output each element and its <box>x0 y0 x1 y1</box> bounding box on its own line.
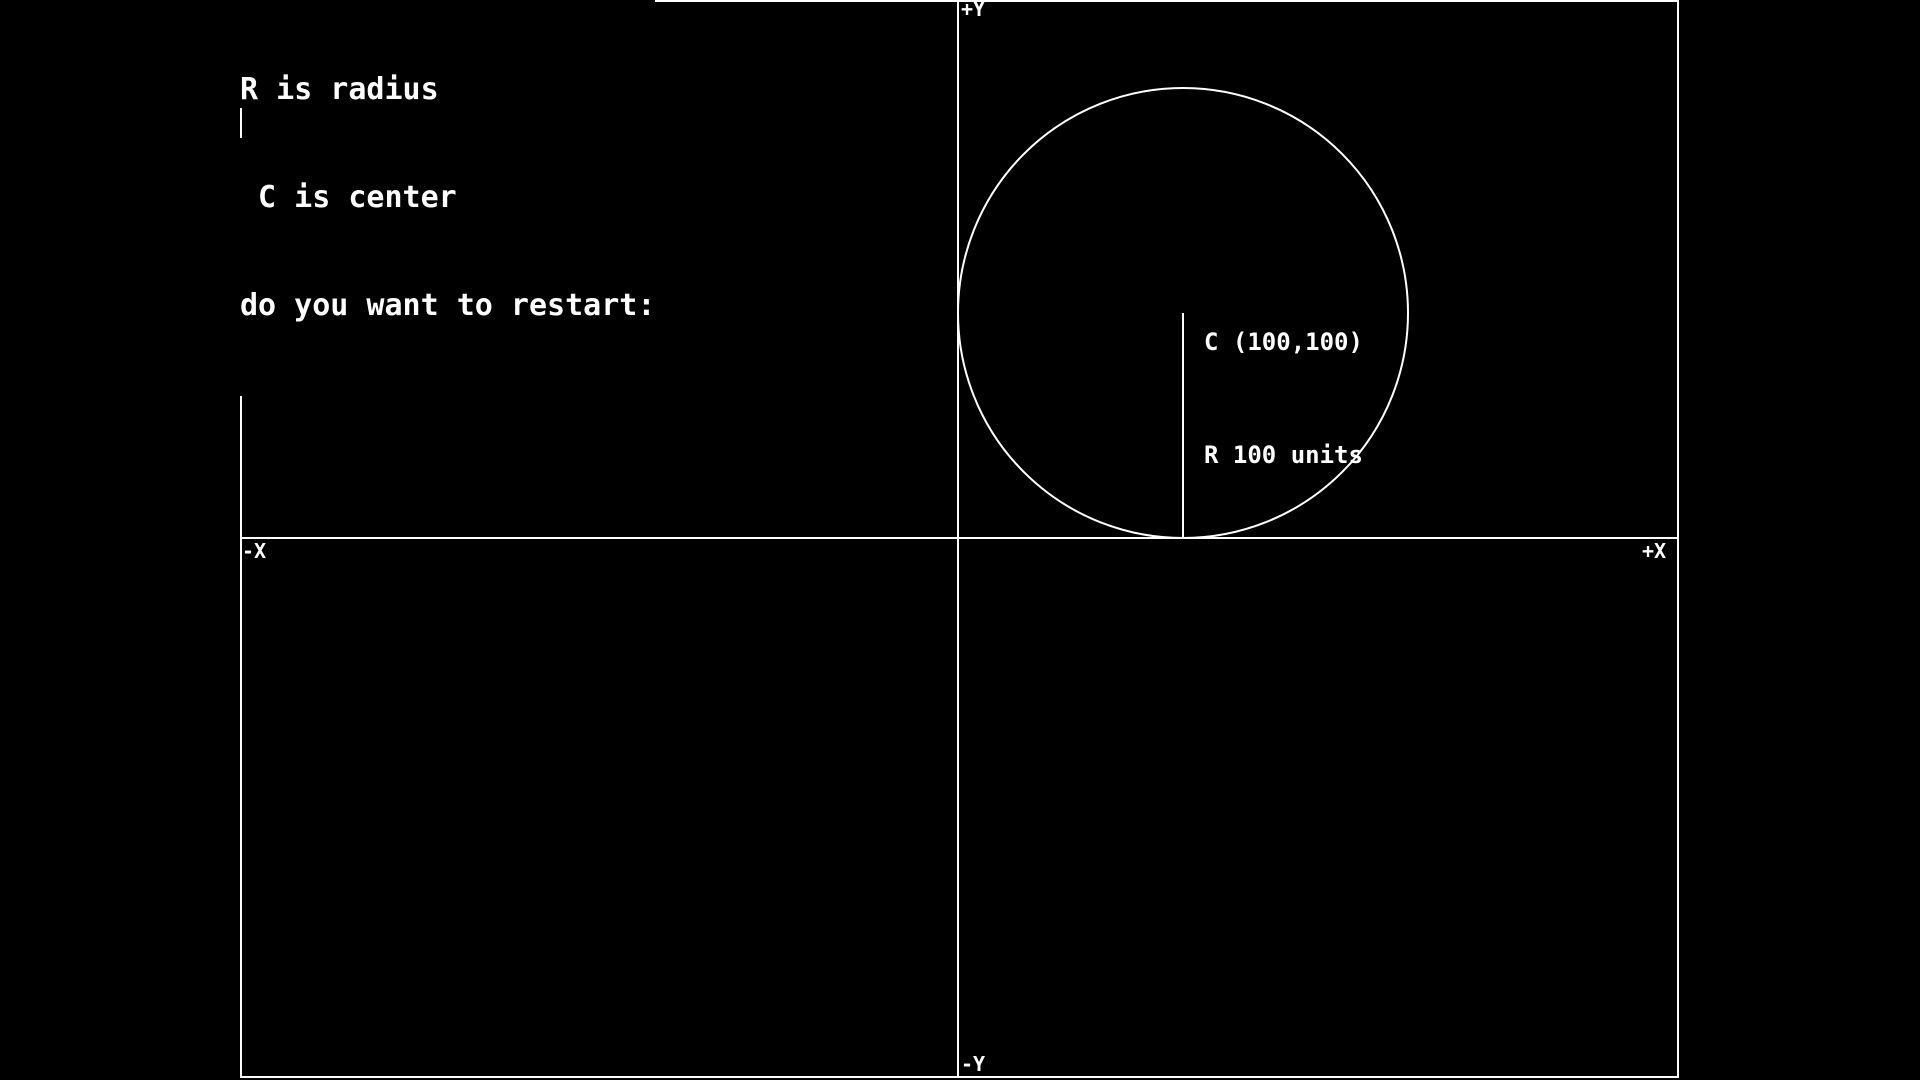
restart-prompt: do you want to restart: <box>240 288 656 323</box>
center-label: C (100,100) <box>1204 328 1363 356</box>
radius-label: R 100 units <box>1204 441 1363 469</box>
console-line-center: C is center <box>240 180 457 215</box>
text-cursor[interactable] <box>240 108 242 138</box>
pos-y-label: +Y <box>961 0 985 21</box>
neg-x-label: -X <box>242 539 266 563</box>
pos-x-label: +X <box>1642 539 1666 563</box>
neg-y-label: -Y <box>961 1052 985 1076</box>
console-line-radius: R is radius <box>240 72 439 107</box>
console-output: R is radius C is center do you want to r… <box>240 0 656 396</box>
